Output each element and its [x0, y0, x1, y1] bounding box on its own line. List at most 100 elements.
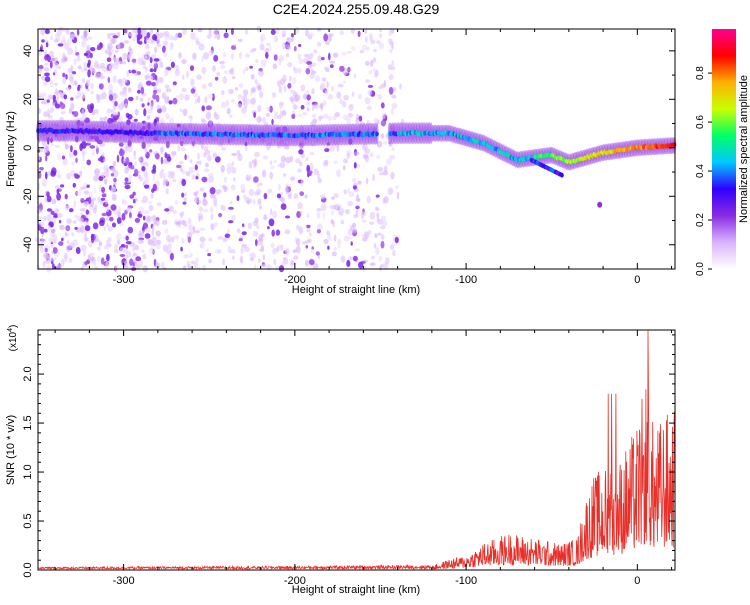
spectrogram-noise-cell — [226, 108, 231, 115]
spectrogram-noise-cell — [238, 51, 242, 59]
spectrogram-noise-cell — [144, 184, 150, 189]
spectrogram-noise-cell — [63, 94, 68, 100]
spectrogram-noise-cell — [369, 152, 374, 158]
spectrogram-noise-cell — [64, 233, 70, 237]
spectrogram-noise-cell — [171, 151, 177, 156]
spectrogram-noise-cell — [62, 35, 66, 43]
spectrogram-noise-cell — [152, 164, 157, 172]
spectrogram-noise-cell — [293, 66, 296, 71]
spectrogram-noise-cell — [141, 53, 148, 60]
spectrogram-noise-cell — [374, 243, 377, 249]
spectrogram-noise-cell — [104, 49, 111, 55]
spectrogram-noise-cell — [337, 83, 344, 88]
spectrogram-noise-cell — [282, 173, 287, 178]
spectrogram-noise-cell — [213, 28, 219, 37]
spectrogram-noise-cell — [128, 96, 134, 102]
spectrogram-noise-cell — [124, 184, 131, 190]
spectrogram-noise-cell — [178, 160, 184, 164]
spectrogram-noise-cell — [388, 86, 394, 95]
spectrogram-noise-cell — [317, 55, 322, 62]
spectrogram-noise-cell — [141, 103, 145, 108]
colorbar-tick-label: 0.0 — [695, 262, 706, 276]
spectrogram-noise-cell — [276, 247, 280, 252]
spectrogram-noise-cell — [135, 95, 139, 101]
spectrogram-y-axis-label: Frequency (Hz) — [5, 111, 17, 187]
spectrogram-noise-cell — [137, 174, 142, 180]
spectrogram-noise-cell — [332, 52, 339, 58]
spectrogram-noise-cell — [107, 42, 113, 51]
spectrogram-noise-cell — [330, 210, 334, 216]
spectrogram-noise-cell — [148, 204, 154, 212]
spectrogram-noise-cell — [352, 185, 357, 190]
spectrogram-noise-cell — [128, 45, 132, 54]
spectrogram-noise-cell — [89, 252, 95, 257]
spectrogram-noise-cell — [180, 147, 186, 152]
spectrogram-noise-cell — [226, 167, 232, 174]
spectrogram-noise-cell — [69, 33, 75, 40]
spectrogram-noise-cell — [149, 68, 154, 73]
spectrogram-noise-cell — [110, 204, 117, 211]
spectrogram-noise-cell — [249, 252, 256, 260]
spectrogram-noise-cell — [329, 64, 334, 69]
spectrogram-noise-cell — [189, 65, 195, 71]
spectrogram-noise-cell — [180, 220, 187, 225]
spectrogram-noise-cell — [62, 78, 67, 84]
spectrogram-noise-cell — [279, 102, 283, 110]
spectrogram-noise-cell — [238, 83, 243, 89]
spectrogram-noise-cell — [250, 257, 254, 262]
spectrogram-noise-cell — [93, 187, 96, 194]
spectrogram-noise-cell — [135, 256, 142, 262]
spectrogram-noise-cell — [316, 212, 321, 219]
spectrogram-noise-cell — [357, 180, 362, 185]
spectrogram-noise-cell — [246, 199, 251, 205]
spectrogram-noise-cell — [164, 68, 169, 77]
spectrogram-noise-cell — [308, 259, 315, 266]
spectrogram-noise-cell — [142, 253, 147, 260]
spectrogram-noise-cell — [213, 202, 218, 207]
spectrogram-noise-cell — [299, 191, 305, 197]
spectrogram-noise-cell — [205, 248, 209, 253]
spectrogram-noise-cell — [142, 65, 148, 70]
spectrogram-noise-cell — [142, 195, 148, 203]
spectrogram-noise-cell — [372, 68, 376, 72]
spectrogram-noise-cell — [162, 45, 166, 53]
spectrogram-noise-cell — [258, 234, 264, 242]
spectrogram-noise-cell — [389, 48, 393, 54]
spectrogram-noise-cell — [86, 62, 91, 68]
spectrogram-noise-cell — [43, 148, 47, 154]
spectrogram-noise-cell — [123, 29, 128, 34]
spectrogram-noise-cell — [150, 193, 154, 199]
spectrogram-noise-cell — [343, 158, 349, 164]
spectrogram-noise-cell — [287, 61, 293, 68]
spectrogram-ridge — [36, 119, 677, 208]
spectrogram-noise-cell — [142, 181, 146, 187]
spectrogram-noise-cell — [272, 210, 278, 219]
spectrogram-noise-cell — [242, 194, 246, 199]
spectrogram-noise-cell — [385, 257, 390, 265]
spectrogram-noise-cell — [128, 32, 134, 37]
spectrogram-noise-cell — [83, 29, 89, 37]
spectrogram-ridge-cell — [560, 172, 564, 178]
spectrogram-noise-cell — [253, 176, 259, 183]
spectrogram-noise-cell — [189, 115, 193, 123]
spectrogram-noise-cell — [295, 158, 301, 164]
spectrogram-noise-cell — [152, 224, 155, 231]
spectrogram-noise-cell — [90, 256, 95, 262]
spectrogram-noise-cell — [52, 94, 56, 102]
spectrogram-noise-cell — [304, 259, 309, 267]
spectrogram-noise-cell — [143, 108, 147, 117]
spectrogram-noise-cell — [380, 234, 385, 240]
spectrogram-noise-cell — [310, 248, 314, 254]
spectrogram-noise-cell — [146, 115, 151, 120]
spectrogram-noise-cell — [355, 193, 360, 202]
y-tick-label: 0.5 — [22, 513, 34, 528]
spectrogram-noise-cell — [363, 211, 367, 217]
spectrogram-noise-cell — [297, 202, 303, 210]
spectrogram-noise-cell — [113, 114, 119, 121]
spectrogram-noise-cell — [367, 89, 373, 96]
spectrogram-noise-cell — [105, 216, 109, 221]
spectrogram-noise-cell — [226, 99, 230, 108]
spectrogram-noise-cell — [72, 182, 77, 188]
colorbar-gradient — [712, 29, 736, 269]
